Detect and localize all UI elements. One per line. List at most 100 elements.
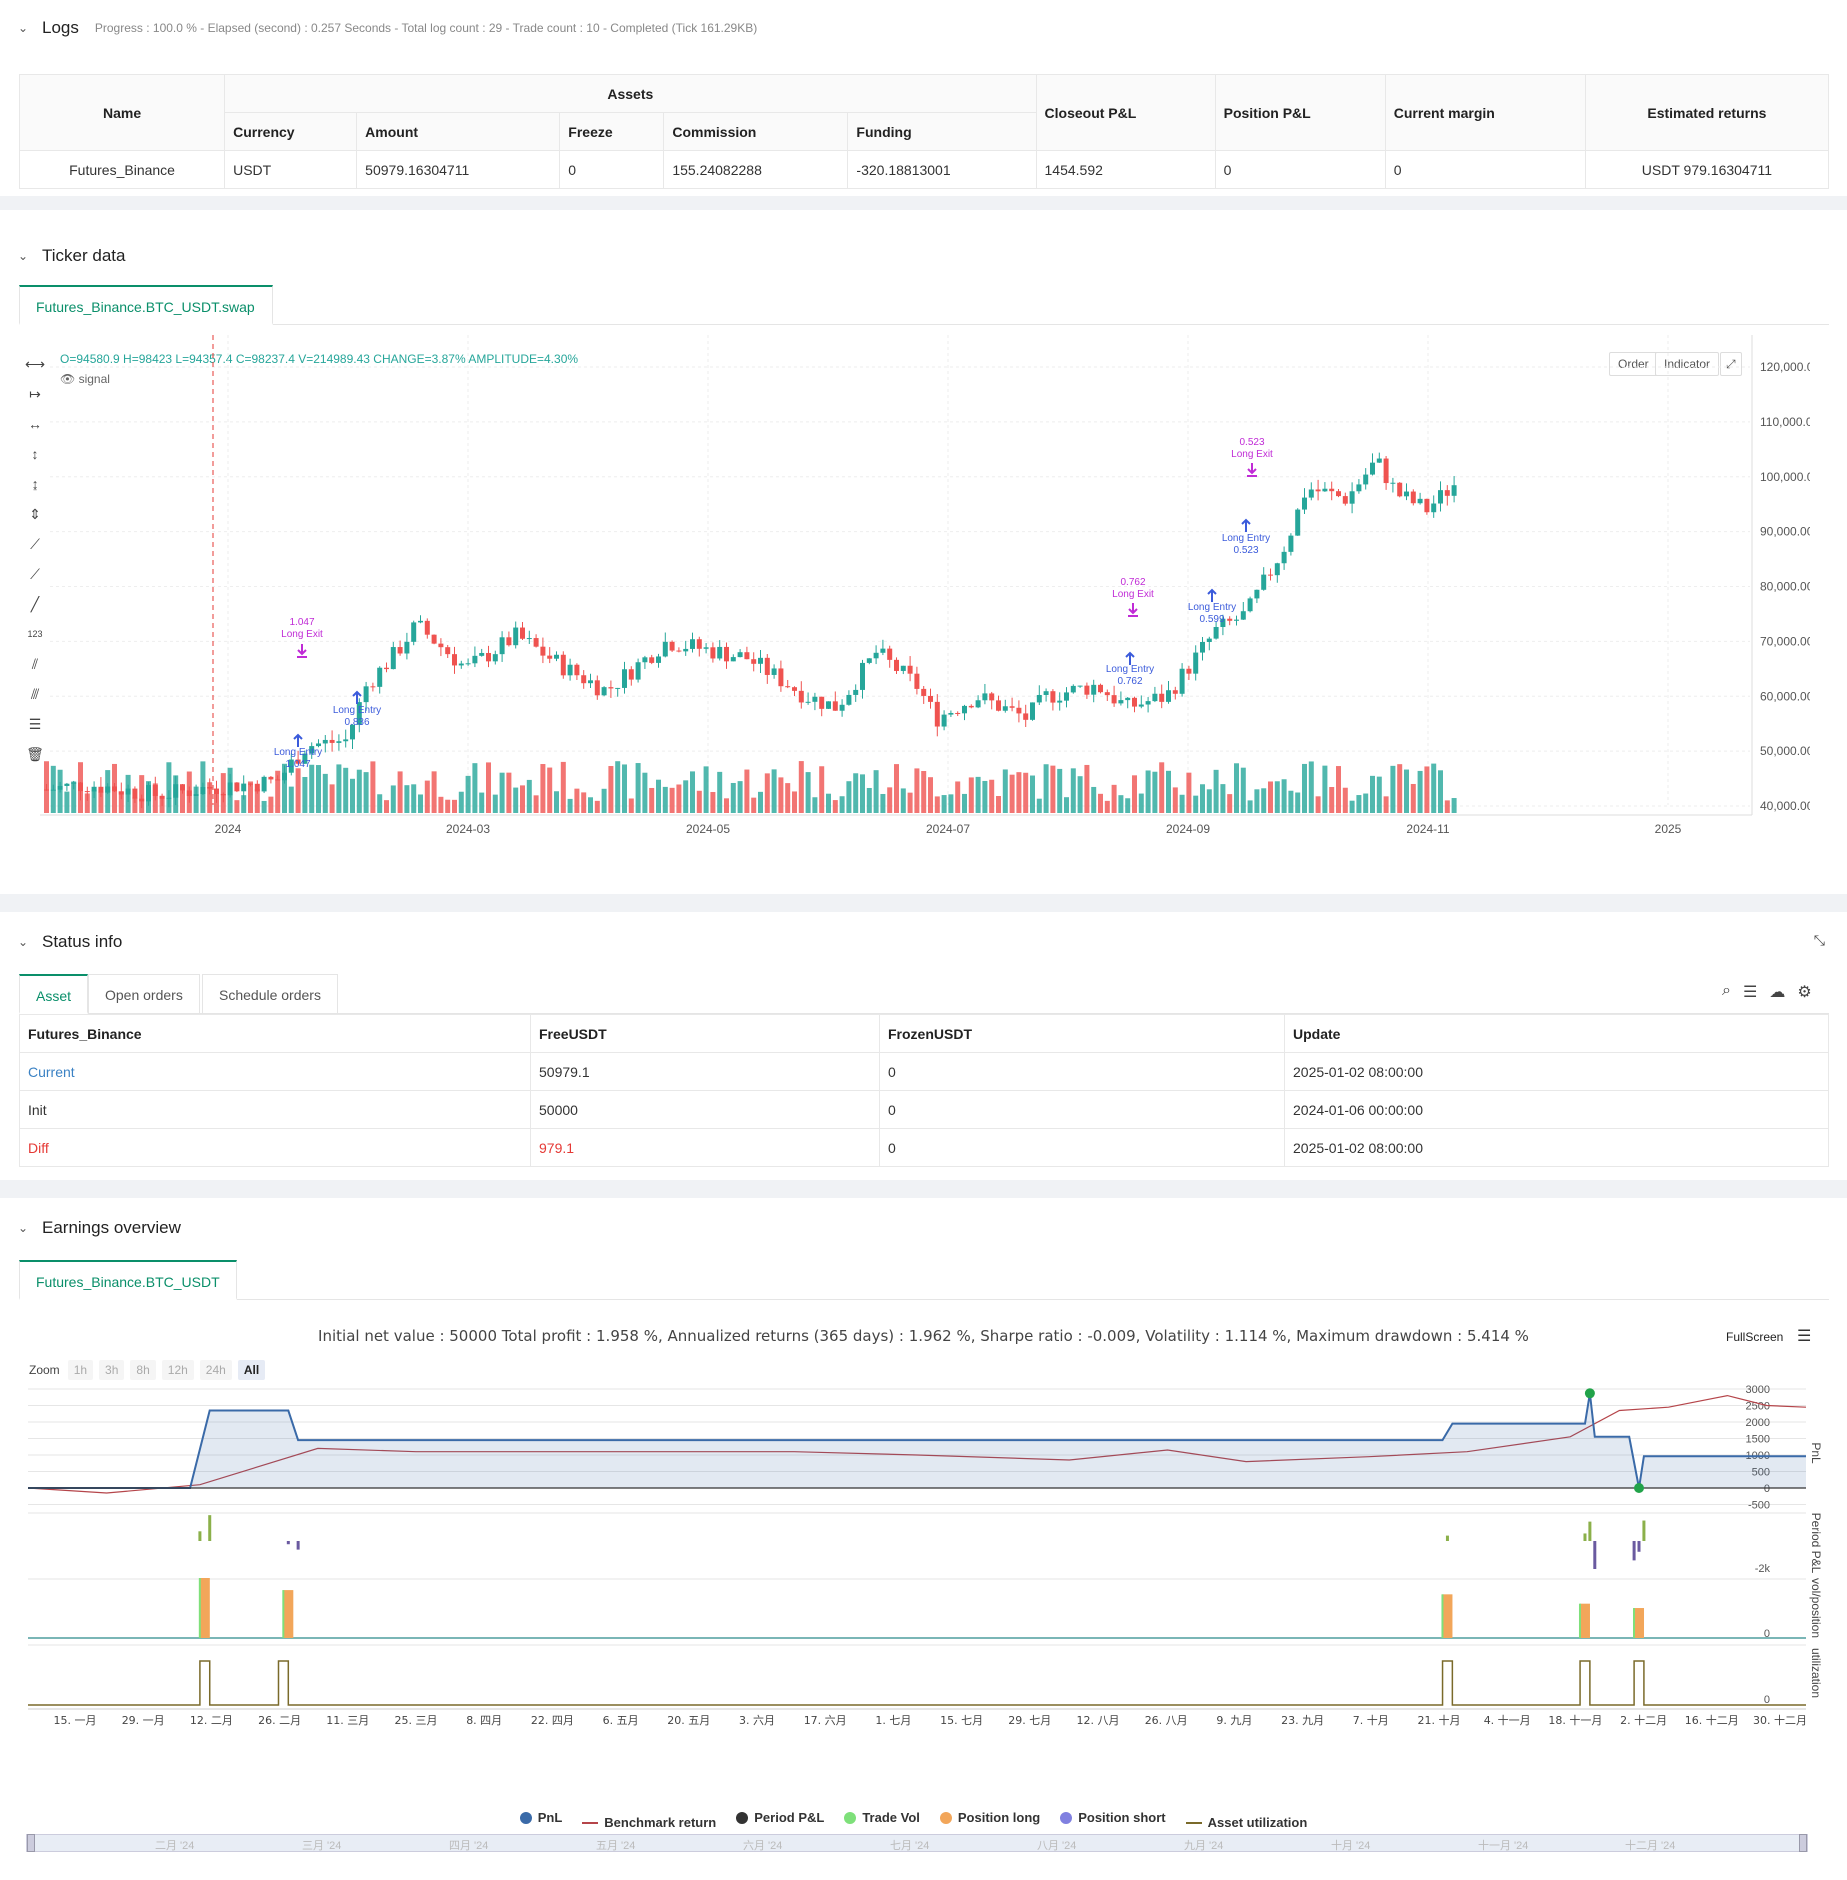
- cell-returns: USDT 979.16304711: [1584, 150, 1830, 189]
- legend-item[interactable]: Position long: [939, 1810, 1040, 1825]
- volume-bar: [1104, 800, 1110, 813]
- row-label-current[interactable]: Current: [19, 1052, 531, 1091]
- segment-icon[interactable]: ╱: [30, 596, 40, 612]
- volume-bar: [1070, 768, 1076, 813]
- list-icon[interactable]: ☰: [1742, 984, 1758, 1001]
- signal-legend[interactable]: 👁 signal: [60, 372, 110, 386]
- fib-retracement-icon[interactable]: ☰: [28, 716, 42, 732]
- volume-bar: [207, 782, 213, 813]
- navigator-right-handle[interactable]: [1799, 1834, 1807, 1852]
- zoom-8h-button[interactable]: 8h: [130, 1360, 156, 1380]
- volume-bar: [948, 794, 954, 813]
- vertical-line-icon[interactable]: ↕: [31, 446, 39, 462]
- volume-bar: [1397, 764, 1403, 813]
- zoom-all-button[interactable]: All: [237, 1360, 266, 1380]
- volume-bar: [662, 786, 668, 813]
- navigator-scrollbar[interactable]: 二月 '24 三月 '24 四月 '24 五月 '24 六月 '24 七月 '24 八月 '…: [26, 1834, 1808, 1852]
- volume-bar: [1145, 770, 1151, 813]
- navigator-left-handle[interactable]: [27, 1834, 35, 1852]
- col-currency: Currency: [224, 112, 358, 151]
- table-row: Current 50979.1 0 2025-01-02 08:00:00: [19, 1052, 1829, 1091]
- ray-line-icon[interactable]: ⟋: [30, 566, 40, 582]
- horizontal-ray-icon[interactable]: ↦: [29, 386, 41, 402]
- chevron-down-icon[interactable]: ⌄: [18, 1221, 29, 1235]
- status-header[interactable]: ⌄ Status info: [18, 932, 122, 952]
- candle-body: [506, 637, 512, 646]
- menu-icon[interactable]: ☰: [1797, 1328, 1812, 1345]
- legend-item[interactable]: Trade Vol: [844, 1810, 920, 1825]
- parallel-channel-icon[interactable]: ⫽: [31, 656, 39, 672]
- horizontal-line-icon[interactable]: ⟷: [24, 356, 46, 372]
- order-button[interactable]: Order: [1609, 352, 1658, 376]
- vertical-ray-icon[interactable]: ⇕: [29, 506, 41, 522]
- fullscreen-button[interactable]: FullScreen: [1726, 1330, 1784, 1344]
- candle-body: [1138, 704, 1144, 707]
- tab-open-orders[interactable]: Open orders: [88, 974, 200, 1014]
- collapse-icon[interactable]: ⤡: [1813, 932, 1825, 948]
- chevron-down-icon[interactable]: ⌄: [18, 249, 29, 263]
- zoom-3h-button[interactable]: 3h: [99, 1360, 125, 1380]
- candle-body: [955, 712, 961, 714]
- trash-icon[interactable]: 🗑: [26, 746, 44, 762]
- volume-bar: [832, 800, 838, 813]
- candle-body: [642, 657, 648, 663]
- legend-item[interactable]: PnL: [519, 1810, 562, 1825]
- earnings-header[interactable]: ⌄ Earnings overview: [18, 1218, 181, 1238]
- volume-bar: [193, 786, 199, 813]
- expand-icon[interactable]: ⤢: [1720, 352, 1742, 376]
- volume-bar: [533, 795, 539, 813]
- legend-item[interactable]: Position short: [1060, 1810, 1166, 1825]
- candle-body: [1070, 685, 1076, 693]
- gear-icon[interactable]: ⚙: [1797, 984, 1812, 1001]
- legend-label: Asset utilization: [1207, 1815, 1308, 1830]
- volume-bar: [873, 770, 879, 813]
- x-tick-label: 2024-07: [926, 822, 970, 836]
- tab-ticker-symbol[interactable]: Futures_Binance.BTC_USDT.swap: [19, 285, 273, 325]
- candle-body: [832, 701, 838, 711]
- logs-header[interactable]: ⌄ Logs Progress : 100.0 % - Elapsed (sec…: [18, 18, 757, 38]
- legend-item[interactable]: Period P&L: [736, 1810, 824, 1825]
- price-label-icon[interactable]: 123: [27, 629, 43, 639]
- indicator-button[interactable]: Indicator: [1655, 352, 1720, 376]
- volume-bar: [1057, 768, 1063, 813]
- zoom-12h-button[interactable]: 12h: [161, 1360, 194, 1380]
- volume-bar: [690, 771, 695, 813]
- chevron-down-icon[interactable]: ⌄: [18, 21, 29, 35]
- status-panel: ⌄ Status info ⤡ Asset Open orders Schedu…: [0, 912, 1847, 1180]
- legend-item[interactable]: Asset utilization: [1185, 1815, 1308, 1830]
- earnings-chart[interactable]: 300025002000150010005000-500-2k00PnLPeri…: [0, 1383, 1847, 1823]
- volume-bar: [105, 770, 111, 813]
- legend-item[interactable]: Benchmark return: [582, 1815, 716, 1830]
- extended-line-icon[interactable]: ↔: [28, 416, 42, 432]
- search-icon[interactable]: ⌕: [1722, 982, 1731, 999]
- candle-body: [866, 658, 872, 663]
- ticker-header[interactable]: ⌄ Ticker data: [18, 246, 125, 266]
- tab-schedule-orders[interactable]: Schedule orders: [202, 974, 338, 1014]
- tab-asset[interactable]: Asset: [19, 974, 89, 1014]
- candle-body: [1376, 458, 1382, 463]
- trend-line-icon[interactable]: ⟋: [30, 536, 40, 552]
- candle-body: [1016, 707, 1022, 714]
- col-assets: Assets: [224, 74, 1037, 113]
- eye-icon[interactable]: 👁: [60, 372, 76, 386]
- x-tick-label: 1. 七月: [875, 1714, 911, 1727]
- cloud-download-icon[interactable]: ☁: [1769, 984, 1786, 1001]
- volume-bar: [1376, 776, 1382, 813]
- candle-body: [1329, 488, 1335, 492]
- tab-earnings-symbol[interactable]: Futures_Binance.BTC_USDT: [19, 1260, 237, 1300]
- zoom-1h-button[interactable]: 1h: [67, 1360, 94, 1380]
- volume-bar: [1172, 787, 1178, 813]
- candle-body: [1179, 668, 1185, 694]
- volume-bar: [1002, 769, 1008, 813]
- volume-bar: [934, 796, 940, 813]
- fib-channel-icon[interactable]: ⫻: [30, 686, 40, 702]
- candle-body: [356, 702, 362, 725]
- volume-bar: [635, 763, 641, 813]
- candlestick-chart[interactable]: 120,000.00 110,000.00 100,000.00 90,000.00 8…: [40, 335, 1810, 855]
- volume-bar: [458, 791, 464, 813]
- chevron-down-icon[interactable]: ⌄: [18, 935, 29, 949]
- zoom-label: Zoom: [29, 1363, 60, 1377]
- zoom-24h-button[interactable]: 24h: [199, 1360, 232, 1380]
- vertical-segment-icon[interactable]: ↨: [31, 476, 39, 492]
- position-long-bar: [1634, 1608, 1645, 1638]
